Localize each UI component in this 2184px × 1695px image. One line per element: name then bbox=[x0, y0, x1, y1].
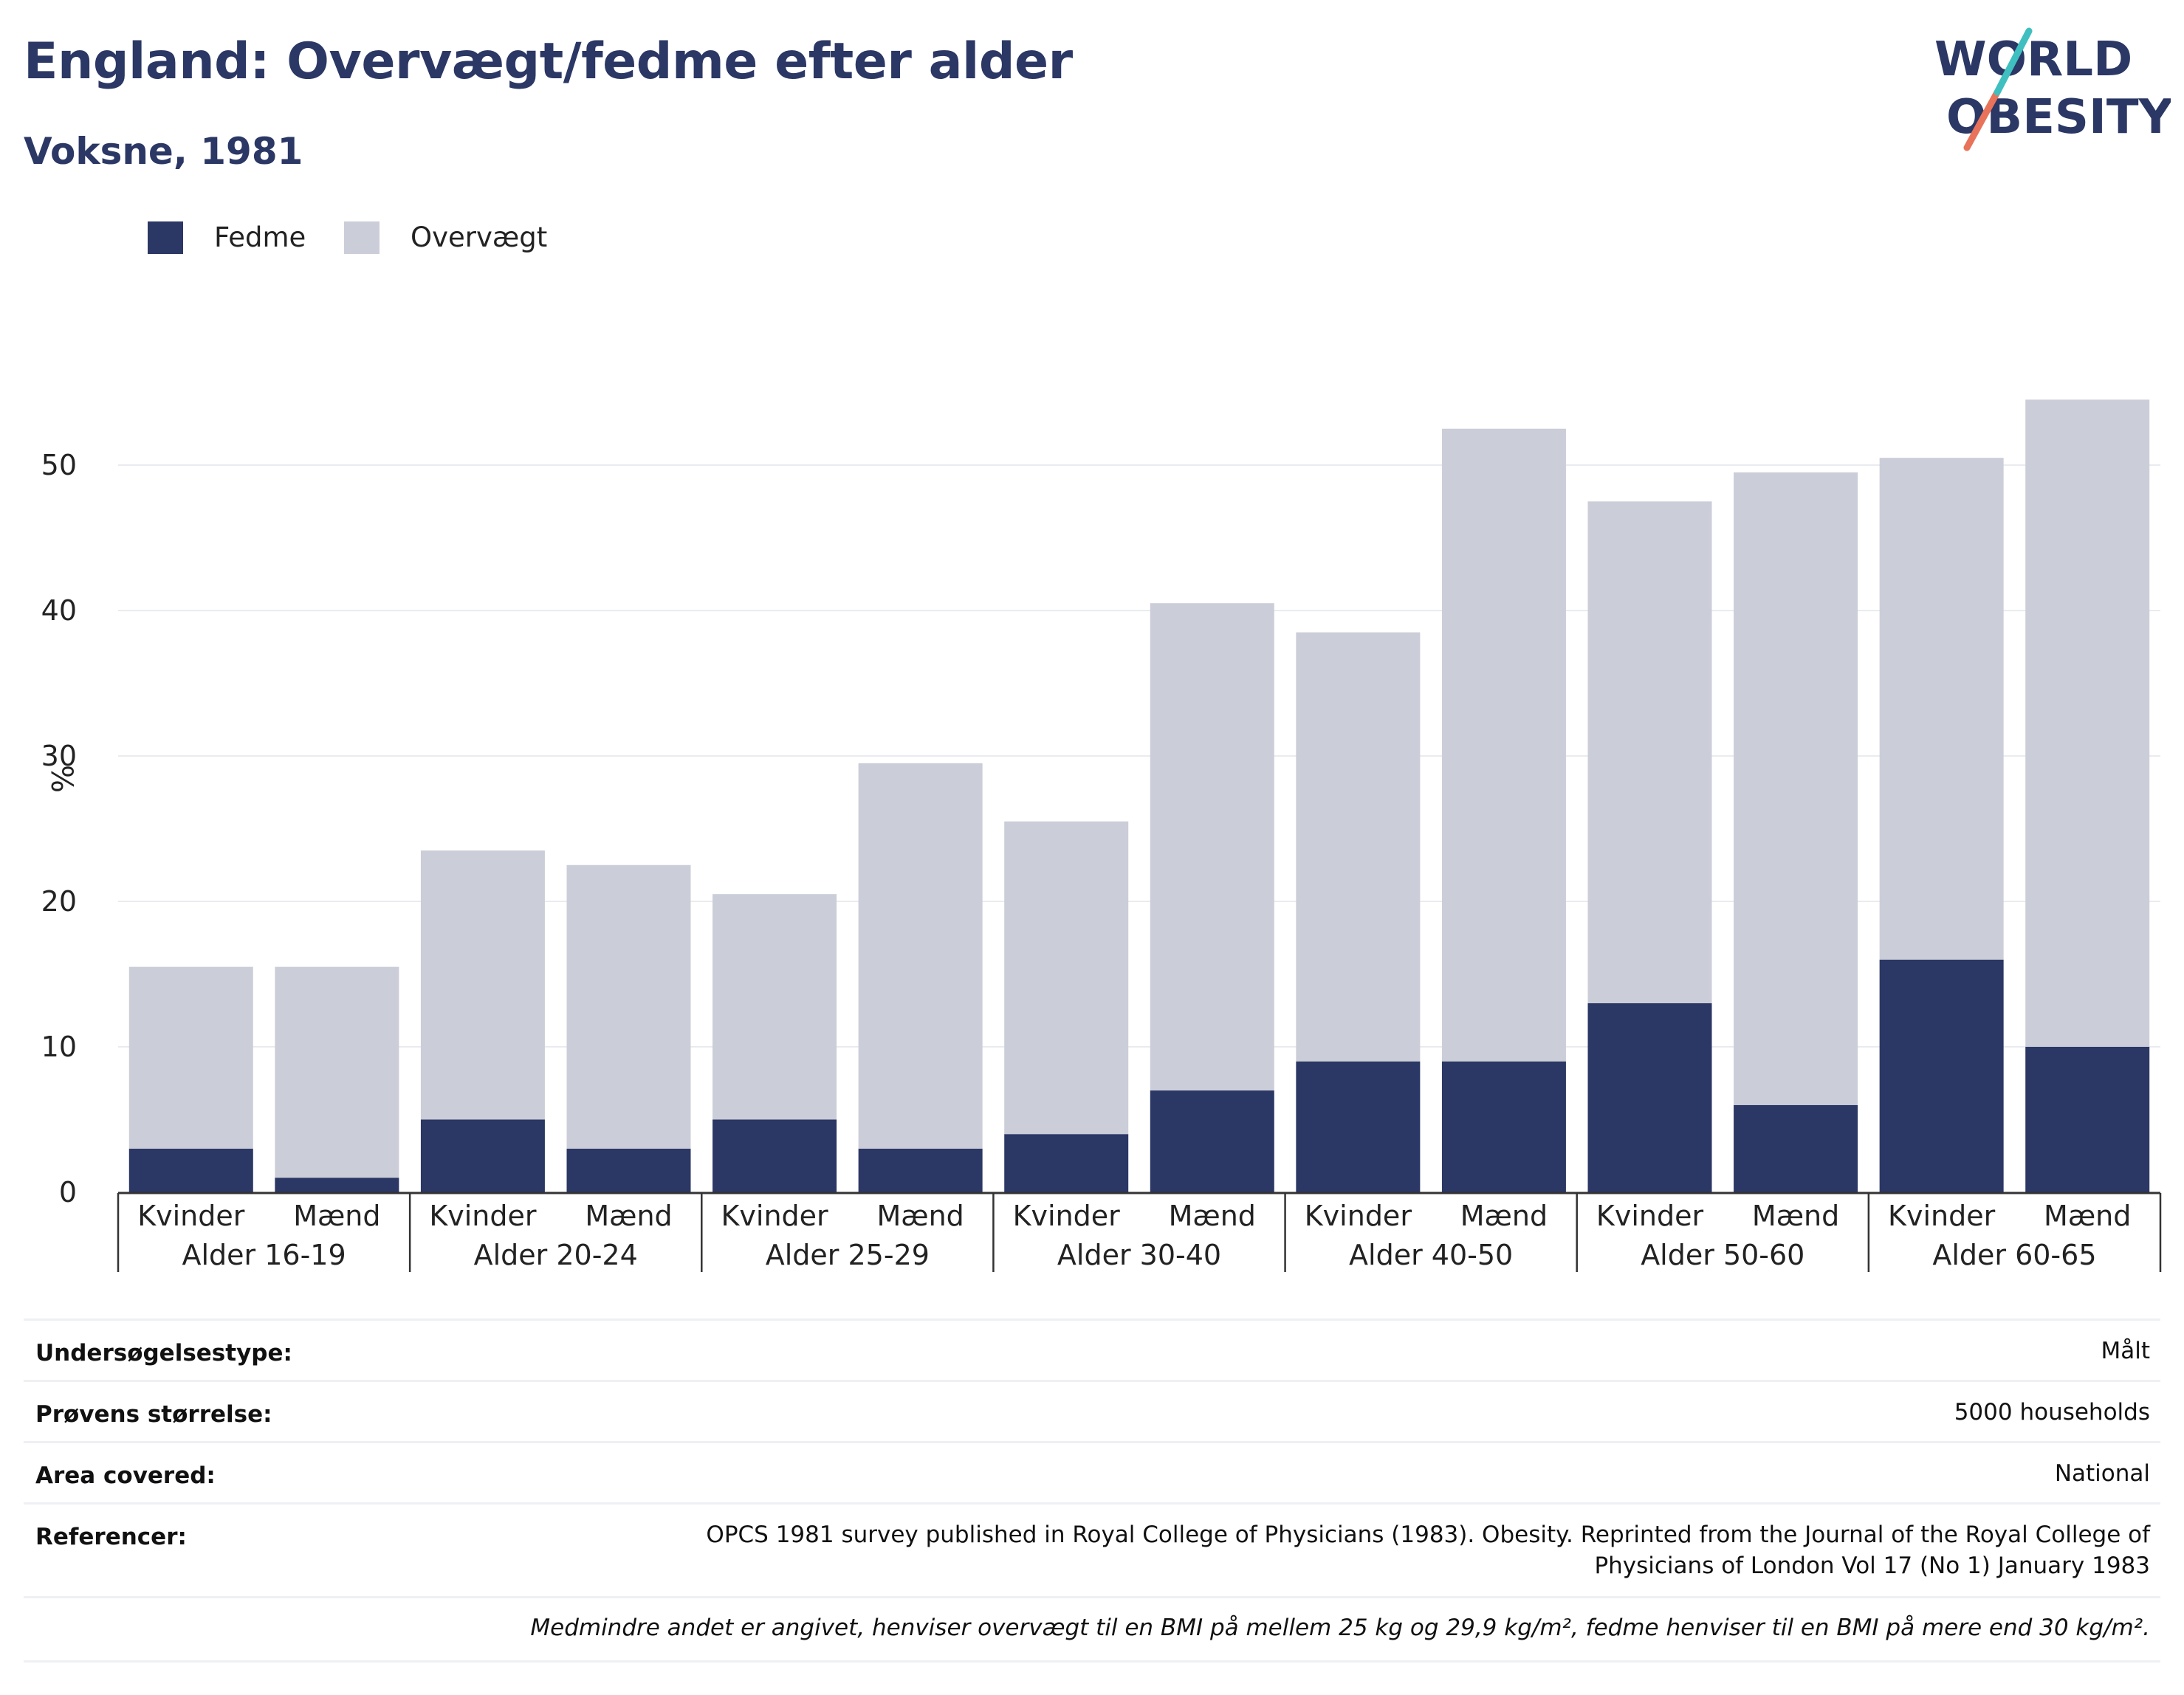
x-subcategory-label: Kvinder bbox=[721, 1200, 828, 1232]
x-subcategory-label: Mænd bbox=[876, 1200, 964, 1232]
legend-swatch-overvaegt bbox=[344, 221, 380, 254]
bar-overvaegt bbox=[566, 864, 691, 1149]
bar-fedme bbox=[1734, 1104, 1858, 1192]
info-row-sample-size: Prøvens størrelse: 5000 households bbox=[24, 1380, 2160, 1441]
bar-fedme bbox=[128, 1148, 253, 1192]
bar-fedme bbox=[712, 1119, 837, 1192]
legend-swatch-fedme bbox=[148, 221, 183, 254]
y-tick-label: 0 bbox=[59, 1176, 77, 1208]
bar-fedme bbox=[858, 1148, 983, 1192]
x-subcategory-label: Mænd bbox=[293, 1200, 380, 1232]
bar-fedme bbox=[1587, 1003, 1712, 1192]
logo-slash-teal bbox=[1994, 27, 2033, 96]
legend-label-overvaegt: Overvægt bbox=[411, 221, 548, 253]
y-axis-label: % bbox=[44, 765, 78, 793]
info-value: Målt bbox=[2101, 1338, 2150, 1364]
x-subcategory-label: Kvinder bbox=[429, 1200, 537, 1232]
y-tick-label: 30 bbox=[41, 740, 77, 772]
y-tick-label: 20 bbox=[41, 885, 77, 918]
bar-overvaegt bbox=[1004, 821, 1129, 1135]
x-subcategory-label: Mænd bbox=[1752, 1200, 1839, 1232]
x-group-label: Alder 40-50 bbox=[1349, 1239, 1513, 1271]
bar-overvaegt bbox=[858, 763, 983, 1149]
info-value-line1: OPCS 1981 survey published in Royal Coll… bbox=[706, 1522, 2150, 1548]
x-subcategory-label: Kvinder bbox=[137, 1200, 245, 1232]
bar-fedme bbox=[275, 1177, 399, 1192]
info-row-survey-type: Undersøgelsestype: Målt bbox=[24, 1318, 2160, 1380]
bar-overvaegt bbox=[1587, 501, 1712, 1003]
bar-overvaegt bbox=[712, 894, 837, 1120]
info-value-line2: Physicians of London Vol 17 (No 1) Janua… bbox=[1594, 1553, 2150, 1579]
bar-overvaegt bbox=[1150, 603, 1274, 1091]
bar-fedme bbox=[1879, 959, 2004, 1192]
info-row-footnote: Medmindre andet er angivet, henviser ove… bbox=[24, 1596, 2160, 1663]
x-subcategory-label: Mænd bbox=[1169, 1200, 1256, 1232]
x-subcategory-label: Mænd bbox=[2044, 1200, 2131, 1232]
bar-chart: 0 10 20 30 40 50% Kvinder Mænd Kvinder Mænd Kvinde… bbox=[41, 399, 2162, 1272]
logo-line1: WORLD bbox=[1934, 32, 2132, 87]
x-subcategory-label: Kvinder bbox=[1596, 1200, 1704, 1232]
info-value: National bbox=[2054, 1460, 2150, 1487]
bar-fedme bbox=[566, 1148, 691, 1192]
bar-overvaegt bbox=[1879, 458, 2004, 960]
y-tick-label: 10 bbox=[41, 1031, 77, 1063]
info-label: Referencer: bbox=[35, 1524, 187, 1550]
bar-overvaegt bbox=[1296, 632, 1421, 1062]
bar-fedme bbox=[2025, 1047, 2150, 1192]
bar-overvaegt bbox=[420, 850, 545, 1120]
x-group-label: Alder 25-29 bbox=[766, 1239, 930, 1271]
bar-fedme bbox=[1150, 1090, 1274, 1192]
info-row-area-covered: Area covered: National bbox=[24, 1441, 2160, 1502]
bar-overvaegt bbox=[128, 966, 253, 1149]
info-label: Area covered: bbox=[35, 1462, 216, 1489]
x-subcategory-label: Kvinder bbox=[1888, 1200, 1996, 1232]
bar-overvaegt bbox=[1734, 472, 1858, 1105]
x-subcategory-label: Mænd bbox=[585, 1200, 672, 1232]
info-row-references: Referencer: OPCS 1981 survey published i… bbox=[24, 1502, 2160, 1596]
world-obesity-logo: WORLD OBESITY bbox=[1934, 27, 2171, 151]
y-tick-label: 50 bbox=[41, 449, 77, 481]
bar-fedme bbox=[1296, 1061, 1421, 1192]
x-subcategory-label: Kvinder bbox=[1013, 1200, 1121, 1232]
bar-fedme bbox=[1004, 1134, 1129, 1192]
footnote: Medmindre andet er angivet, henviser ove… bbox=[530, 1615, 2150, 1641]
bar-fedme bbox=[1441, 1061, 1566, 1192]
chart-title: England: Overvægt/fedme efter alder bbox=[24, 32, 1073, 91]
x-group-label: Alder 30-40 bbox=[1057, 1239, 1221, 1271]
chart-subtitle: Voksne, 1981 bbox=[24, 130, 303, 173]
bar-fedme bbox=[420, 1119, 545, 1192]
legend-label-fedme: Fedme bbox=[214, 221, 306, 253]
x-subcategory-label: Kvinder bbox=[1305, 1200, 1412, 1232]
info-label: Prøvens størrelse: bbox=[35, 1401, 272, 1428]
x-group-label: Alder 20-24 bbox=[474, 1239, 638, 1271]
x-group-label: Alder 50-60 bbox=[1641, 1239, 1804, 1271]
info-value: 5000 households bbox=[1954, 1399, 2150, 1426]
x-subcategory-label: Mænd bbox=[1460, 1200, 1548, 1232]
bar-overvaegt bbox=[1441, 428, 1566, 1062]
x-group-label: Alder 60-65 bbox=[1932, 1239, 2096, 1271]
logo-slash-orange bbox=[1963, 89, 2001, 151]
y-tick-label: 40 bbox=[41, 594, 77, 627]
bar-overvaegt bbox=[2025, 399, 2150, 1047]
x-group-label: Alder 16-19 bbox=[182, 1239, 346, 1271]
info-table: Undersøgelsestype: Målt Prøvens størrels… bbox=[24, 1318, 2160, 1663]
bar-overvaegt bbox=[275, 966, 399, 1178]
info-label: Undersøgelsestype: bbox=[35, 1340, 292, 1366]
